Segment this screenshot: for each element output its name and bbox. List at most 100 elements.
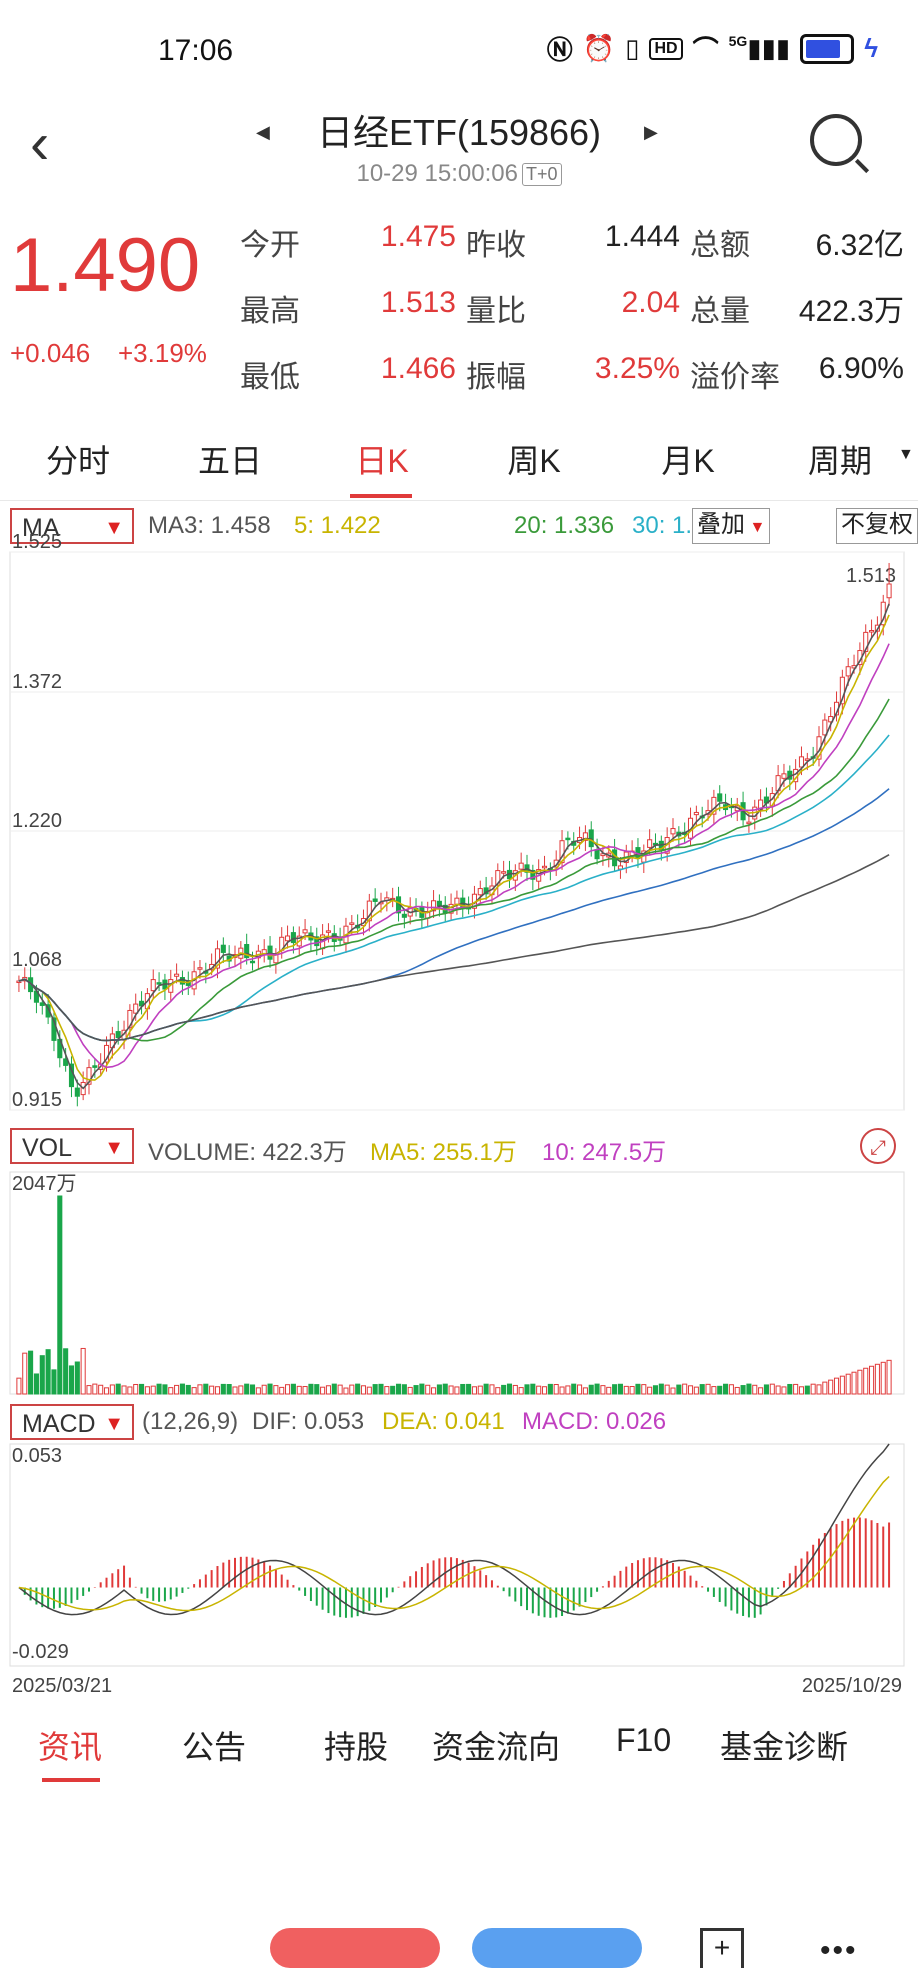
add-watchlist-icon[interactable]: +	[700, 1928, 744, 1968]
quote-timestamp: 10-29 15:00:06 T+0	[0, 160, 918, 188]
volume-bar	[249, 1384, 256, 1395]
info-tab-1[interactable]: 公告	[182, 1729, 247, 1765]
volume-bar	[220, 1383, 226, 1395]
volume-bar	[39, 1355, 45, 1395]
candle-body	[436, 900, 442, 907]
candle-body	[541, 865, 548, 869]
candle-body	[285, 935, 291, 942]
volume-bar	[798, 1386, 805, 1395]
next-stock-icon[interactable]: ▶	[644, 122, 658, 142]
tab-4[interactable]: 月K	[661, 443, 715, 479]
dea-value: DEA: 0.041	[382, 1408, 505, 1435]
volume-bar	[331, 1383, 337, 1395]
ma20-line	[18, 698, 890, 1042]
tab-5[interactable]: 周期	[807, 443, 872, 479]
tab-3[interactable]: 周K	[507, 443, 561, 479]
volume-bar	[144, 1386, 150, 1395]
candle-body	[530, 869, 536, 880]
quote-label: 今开	[240, 229, 300, 262]
candle-body	[839, 676, 845, 705]
volume-bar	[839, 1375, 845, 1395]
volume-bar	[68, 1365, 75, 1395]
volume-bar	[769, 1383, 775, 1395]
volume-bar	[127, 1386, 133, 1395]
vol-selector[interactable]: VOL ▼	[10, 1128, 134, 1164]
volume-bar	[600, 1385, 606, 1395]
quote-value: 2.04	[621, 286, 680, 319]
more-icon[interactable]: •••	[820, 1934, 858, 1967]
tab-1[interactable]: 五日	[197, 443, 262, 479]
volume-bar	[179, 1383, 185, 1395]
prev-stock-icon[interactable]: ◀	[256, 122, 270, 142]
quote-label: 溢价率	[690, 361, 780, 394]
price-tick-label: 1.372	[12, 671, 62, 693]
overlay-button[interactable]: 叠加 ▼	[692, 508, 771, 544]
back-icon[interactable]: ‹	[30, 111, 50, 176]
volume-bar	[501, 1384, 507, 1395]
candle-body	[290, 932, 296, 944]
volume-bar	[495, 1387, 501, 1395]
search-icon[interactable]	[810, 114, 862, 166]
price-tick-label: 1.525	[12, 531, 62, 553]
info-tab-2[interactable]: 持股	[324, 1729, 389, 1765]
candle-body	[477, 888, 483, 896]
candle-body	[401, 913, 407, 918]
volume-bar	[763, 1384, 769, 1395]
volume-bar	[355, 1383, 361, 1395]
ma-selector[interactable]: MA ▼	[10, 508, 134, 544]
volume-bar	[804, 1385, 810, 1395]
candle-body	[594, 849, 600, 860]
volume-bar	[109, 1384, 115, 1395]
candle-body	[115, 1031, 121, 1039]
buy-button[interactable]	[270, 1928, 440, 1968]
divider	[0, 500, 918, 501]
tab-0[interactable]: 分时	[45, 443, 110, 479]
macd-selector[interactable]: MACD ▼	[10, 1404, 134, 1440]
expand-icon[interactable]: ⤢	[860, 1128, 896, 1164]
volume-bar	[676, 1384, 682, 1395]
volume-bar	[717, 1385, 723, 1395]
volume-bar	[431, 1387, 437, 1395]
volume-bar	[296, 1385, 302, 1395]
candle-body	[781, 773, 787, 779]
volume-bar	[647, 1386, 653, 1395]
quote-value: 1.513	[380, 286, 456, 319]
candle-body	[869, 630, 875, 633]
volume-bar	[255, 1387, 261, 1395]
volume-bar	[506, 1383, 513, 1395]
vol-selector-label: VOL	[22, 1134, 73, 1162]
quote-label: 最低	[240, 361, 300, 394]
tab-2[interactable]: 日K	[355, 443, 409, 479]
dea-line	[18, 1475, 890, 1612]
volume-bar	[460, 1383, 466, 1395]
candle-body	[220, 944, 226, 953]
volume-bar	[740, 1385, 746, 1395]
5g-signal-icon: 5G▮▮▮	[728, 33, 791, 63]
info-tab-5[interactable]: 基金诊断	[720, 1729, 849, 1765]
candle-body	[127, 1009, 133, 1029]
volume-bar	[851, 1371, 857, 1395]
volume-bar	[413, 1385, 419, 1395]
volume-bar	[687, 1385, 694, 1395]
kline-chart[interactable]: 1.525 1.372 1.220 1.068 0.915 1.513 2047万 0.053…	[0, 0, 918, 1700]
volume-bar	[886, 1359, 892, 1395]
volume-bar	[273, 1385, 279, 1395]
candle-body	[372, 898, 378, 902]
price-change: +0.046	[10, 338, 91, 368]
adjust-button[interactable]: 不复权	[836, 508, 918, 544]
sell-button[interactable]	[472, 1928, 642, 1968]
info-tab-4[interactable]: F10	[616, 1722, 672, 1758]
wifi-icon: ⌒	[692, 35, 719, 65]
info-tab-3[interactable]: 资金流向	[432, 1729, 561, 1765]
quote-value: 1.444	[604, 220, 680, 253]
info-tab-0[interactable]: 资讯	[38, 1729, 103, 1765]
volume-bar	[623, 1385, 629, 1395]
ma-selector-label: MA	[22, 514, 60, 542]
alarm-icon: ⏰	[582, 33, 616, 63]
volume-bar	[793, 1383, 799, 1395]
volume-bar	[349, 1384, 355, 1395]
status-icons: Ⓝ ⏰ ▯ HD ⌒ 5G▮▮▮ ϟ	[547, 30, 878, 67]
volume-bar	[320, 1386, 326, 1395]
volume-bar	[571, 1383, 577, 1395]
volume-bar	[92, 1383, 98, 1395]
